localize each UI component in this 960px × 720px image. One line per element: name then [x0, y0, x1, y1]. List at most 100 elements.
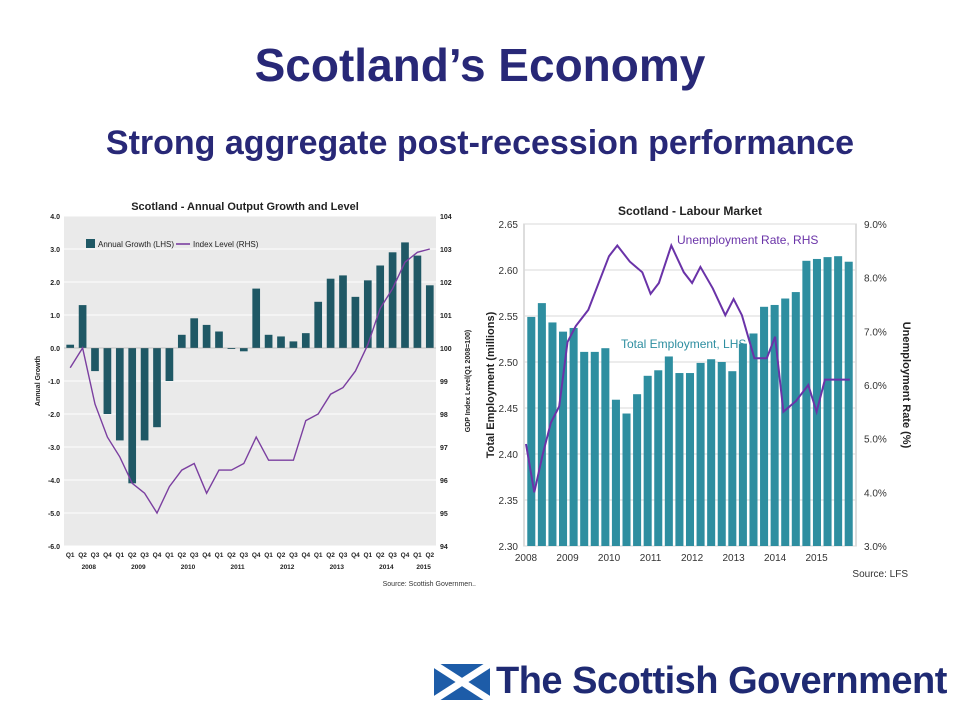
x-tick-label: Q4 [401, 552, 410, 559]
growth-bar [91, 348, 99, 372]
employment-bar [611, 399, 620, 546]
y-tick-label: 3.0 [50, 247, 60, 254]
employment-bar [643, 375, 652, 546]
chart-left-legend: Annual Growth (LHS) Index Level (RHS) [86, 239, 259, 249]
chart-right-y-axis-label: Total Employment (millions) [485, 311, 497, 458]
growth-bar [401, 242, 409, 348]
x-tick-label: Q2 [177, 552, 186, 559]
year-label: 2008 [515, 553, 538, 564]
employment-bar [569, 327, 578, 546]
chart-right-unemployment-line [525, 242, 850, 493]
y-tick-label: 2.60 [499, 266, 519, 277]
slide-title: Scotland’s Economy [254, 39, 706, 91]
chart-right-title: Scotland - Labour Market [618, 204, 762, 218]
x-tick-label: Q1 [264, 552, 273, 559]
scottish-government-logo: The Scottish Government [434, 660, 947, 704]
x-tick-label: Q4 [202, 552, 211, 559]
growth-bar [202, 324, 211, 348]
y2-tick-label: 96 [440, 478, 448, 485]
chart-right-bars [527, 256, 853, 546]
growth-bar [351, 296, 360, 348]
x-tick-label: Q4 [252, 552, 261, 559]
x-tick-label: Q2 [376, 552, 385, 559]
employment-bar [834, 256, 843, 546]
y2-tick-label: 100 [440, 346, 452, 353]
year-label: 2010 [181, 564, 196, 571]
x-tick-label: Q2 [128, 552, 137, 559]
growth-bar [314, 301, 323, 348]
y-tick-label: -1.0 [48, 379, 60, 386]
growth-bar [339, 275, 347, 348]
y2-tick-label: 94 [440, 544, 448, 551]
growth-bar [227, 348, 236, 349]
employment-bar [707, 359, 716, 546]
year-label: 2014 [379, 564, 394, 571]
growth-bar [252, 288, 261, 348]
y2-tick-label: 9.0% [864, 220, 887, 231]
employment-bar [791, 292, 800, 546]
employment-bar [696, 362, 705, 546]
y-tick-label: -2.0 [48, 412, 60, 419]
y2-tick-label: 104 [440, 214, 452, 221]
employment-bar [760, 306, 769, 546]
y-tick-label: 2.35 [499, 496, 519, 507]
employment-bar [633, 394, 642, 546]
chart-right-source: Source: LFS [852, 569, 908, 580]
employment-bar [654, 370, 663, 546]
employment-bar [685, 373, 695, 546]
growth-bar [425, 285, 434, 348]
growth-bar [177, 334, 186, 348]
x-tick-label: Q3 [91, 552, 100, 559]
x-tick-label: Q3 [239, 552, 248, 559]
employment-bar [537, 303, 546, 546]
growth-bar [215, 331, 223, 348]
chart-left-index-line [69, 248, 430, 515]
chart-left-bars [64, 242, 436, 484]
x-tick-label: Q1 [66, 552, 75, 559]
x-tick-label: Q2 [78, 552, 87, 559]
x-tick-label: Q4 [351, 552, 360, 559]
x-tick-label: Q4 [153, 552, 162, 559]
chart-left-x-ticks: Q1 Q2 Q3 Q4 Q1 Q2 Q3 Q4 Q1 Q2 Q3 Q4 Q1 Q2 Q3 Q4 Q1 Q2 Q3 Q4… [66, 552, 435, 559]
employment-bar [781, 298, 790, 546]
y-tick-label: 2.0 [50, 280, 60, 287]
chart-left-y2-axis-label: GDP Index Level(Q1 2008=100) [465, 330, 472, 432]
y2-tick-label: 3.0% [864, 542, 887, 553]
year-label: 2012 [681, 553, 704, 564]
employment-bar [717, 362, 726, 546]
y2-tick-label: 7.0% [864, 327, 887, 338]
growth-bar [140, 348, 149, 441]
y-tick-label: -6.0 [48, 544, 60, 551]
chart-left-y2-ticks: 94 95 96 97 98 99 100 101 102 103 104 [440, 214, 452, 551]
year-label: 2012 [280, 564, 295, 571]
x-tick-label: Q3 [388, 552, 397, 559]
x-tick-label: Q1 [413, 552, 422, 559]
year-label: 2013 [722, 553, 745, 564]
saltire-flag-icon [434, 664, 490, 700]
x-tick-label: Q2 [425, 552, 434, 559]
growth-bar [264, 334, 273, 348]
year-label: 2008 [82, 564, 97, 571]
growth-bar [376, 265, 385, 348]
growth-bar [190, 318, 199, 348]
y-tick-label: 2.45 [499, 404, 519, 415]
y2-tick-label: 6.0% [864, 381, 887, 392]
x-tick-label: Q2 [326, 552, 335, 559]
growth-bar [128, 348, 137, 484]
employment-bar [770, 304, 779, 546]
x-tick-label: Q1 [215, 552, 224, 559]
y-tick-label: 2.30 [499, 542, 519, 553]
employment-bar [527, 316, 536, 546]
y2-tick-label: 5.0% [864, 435, 887, 446]
growth-bar [103, 348, 112, 414]
employment-bar [622, 413, 631, 546]
y-tick-label: -4.0 [48, 478, 60, 485]
y-tick-label: 2.40 [499, 450, 519, 461]
y-tick-label: 4.0 [50, 214, 60, 221]
x-tick-label: Q4 [103, 552, 112, 559]
employment-bar [844, 261, 853, 546]
y2-tick-label: 99 [440, 379, 448, 386]
labour-market-chart: Scotland - Labour Market 2.30 2.35 2.40 2.4… [480, 196, 920, 586]
slide-subtitle: Strong aggregate post-recession performa… [105, 124, 855, 162]
growth-bar [277, 336, 285, 348]
